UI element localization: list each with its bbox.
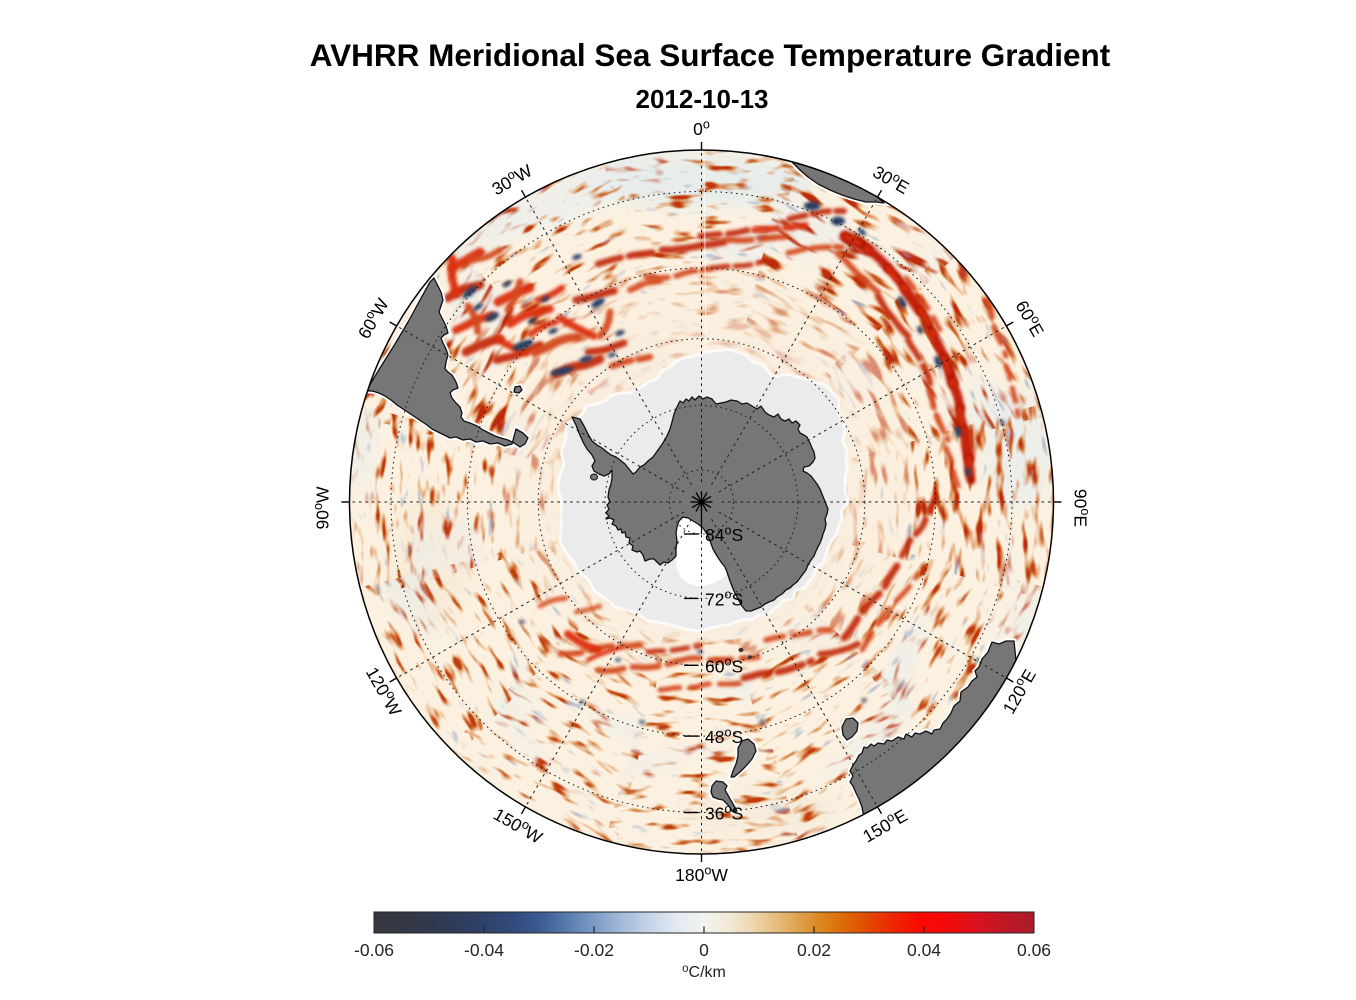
svg-text:36oS: 36oS	[705, 802, 743, 824]
svg-text:30oE: 30oE	[869, 160, 913, 198]
svg-text:90oW: 90oW	[311, 486, 333, 529]
svg-text:72oS: 72oS	[705, 588, 743, 610]
svg-text:0o: 0o	[693, 117, 710, 139]
svg-text:-0.06: -0.06	[354, 940, 394, 960]
svg-text:30oW: 30oW	[488, 159, 537, 200]
svg-text:oC/km: oC/km	[682, 963, 726, 981]
svg-text:-0.02: -0.02	[574, 940, 614, 960]
svg-text:0.04: 0.04	[907, 940, 941, 960]
svg-text:90oE: 90oE	[1071, 489, 1093, 527]
svg-text:2012-10-13: 2012-10-13	[636, 84, 769, 114]
svg-text:0.02: 0.02	[797, 940, 831, 960]
svg-text:60oE: 60oE	[1011, 296, 1049, 340]
svg-text:-0.04: -0.04	[464, 940, 504, 960]
svg-text:0: 0	[699, 940, 709, 960]
svg-text:60oW: 60oW	[352, 294, 393, 343]
svg-text:84oS: 84oS	[705, 523, 743, 545]
svg-text:0.06: 0.06	[1017, 940, 1051, 960]
svg-text:180oW: 180oW	[675, 863, 728, 885]
svg-text:48oS: 48oS	[705, 725, 743, 747]
svg-text:60oS: 60oS	[705, 655, 743, 677]
svg-text:AVHRR Meridional Sea Surface T: AVHRR Meridional Sea Surface Temperature…	[310, 37, 1111, 73]
